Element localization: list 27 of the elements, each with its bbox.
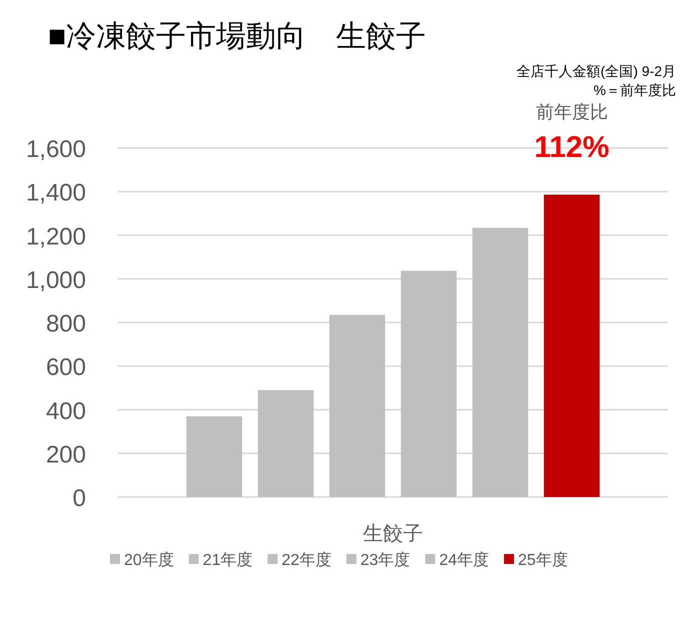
y-tick-label: 200 xyxy=(46,441,86,468)
x-tick-label: 生餃子 xyxy=(363,523,423,545)
legend-label: 21年度 xyxy=(202,551,253,569)
legend-label: 25年度 xyxy=(518,551,568,569)
bar xyxy=(329,314,386,497)
chart-subtitle: 全店千人金額(全国) 9-2月 xyxy=(516,63,676,79)
bar xyxy=(472,228,528,497)
y-tick-label: 600 xyxy=(46,354,86,382)
y-tick-label: 1,000 xyxy=(26,266,86,294)
bar xyxy=(258,390,314,497)
legend-label: 22年度 xyxy=(282,551,332,569)
y-tick-label: 0 xyxy=(72,485,86,512)
y-tick-label: 1,600 xyxy=(26,136,86,163)
annotation: 112% xyxy=(534,131,610,164)
bar xyxy=(400,270,457,497)
bar xyxy=(544,194,600,497)
legend-label: 23年度 xyxy=(360,551,410,569)
y-tick-label: 400 xyxy=(46,398,86,425)
legend-label: 20年度 xyxy=(124,551,174,569)
text: 前年度比 xyxy=(536,102,608,122)
y-tick-label: 800 xyxy=(46,310,86,338)
legend-label: 24年度 xyxy=(439,551,489,569)
y-tick-label: 1,200 xyxy=(26,223,86,250)
chart-title: ■冷凍餃子市場動向 生餃子 xyxy=(48,20,426,53)
text: %＝前年度比 xyxy=(594,82,676,98)
bar xyxy=(186,416,242,497)
y-tick-label: 1,400 xyxy=(26,180,86,207)
